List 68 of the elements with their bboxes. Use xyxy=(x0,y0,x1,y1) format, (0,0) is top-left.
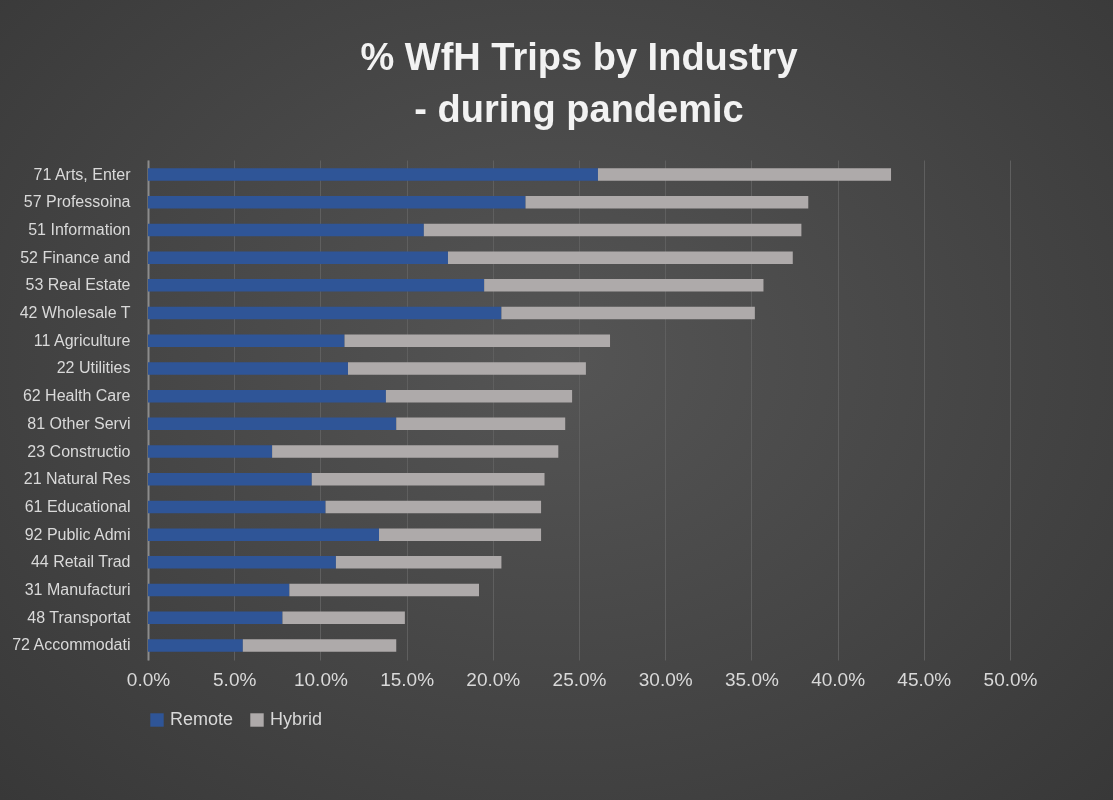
x-tick-label: 5.0% xyxy=(213,668,257,690)
bar xyxy=(148,223,424,237)
x-tick-label: 0.0% xyxy=(126,668,171,690)
x-tick-label: 30.0% xyxy=(638,668,693,690)
x-tick-label: 45.0% xyxy=(897,668,952,690)
y-tick-label: 52 Finance and xyxy=(20,248,131,266)
bar xyxy=(148,196,526,209)
x-tick-label: 25.0% xyxy=(552,668,607,690)
y-tick-label: 42 Wholesale T xyxy=(19,304,131,322)
y-tick-label: 44 Retail Trad xyxy=(30,553,131,571)
bar xyxy=(148,611,283,624)
bar xyxy=(242,639,397,652)
bar xyxy=(597,168,892,181)
bar xyxy=(423,223,802,237)
x-tick-label: 35.0% xyxy=(724,668,779,690)
x-tick-label: 10.0% xyxy=(293,668,348,690)
bar xyxy=(148,362,348,375)
bar xyxy=(148,389,386,403)
x-tick-label: 50.0% xyxy=(983,668,1038,690)
y-tick-label: 51 Information xyxy=(28,220,131,238)
y-tick-label: 48 Transportat xyxy=(27,608,132,626)
bar xyxy=(379,528,542,541)
y-tick-label: 92 Public Admi xyxy=(24,525,131,543)
bar xyxy=(385,389,573,403)
bar xyxy=(396,417,566,431)
y-tick-label: 61 Educational xyxy=(24,497,131,515)
bar xyxy=(148,445,273,458)
bar xyxy=(272,445,559,458)
y-tick-label: 22 Utilities xyxy=(56,359,131,377)
y-tick-label: 81 Other Servi xyxy=(27,414,131,432)
legend-label: Hybrid xyxy=(270,709,323,729)
x-tick-label: 20.0% xyxy=(466,668,521,690)
bar xyxy=(325,500,542,514)
bar xyxy=(148,528,380,541)
y-tick-label: 72 Accommodati xyxy=(12,636,131,654)
bar xyxy=(148,251,448,264)
y-tick-label: 31 Manufacturi xyxy=(24,581,131,599)
chart-title: % WfH Trips by Industry - during pandemic xyxy=(360,36,798,130)
legend-label: Remote xyxy=(170,709,234,729)
y-tick-label: 53 Real Estate xyxy=(25,276,131,294)
y-tick-label: 21 Natural Res xyxy=(23,470,131,488)
bar xyxy=(148,500,326,514)
bar xyxy=(447,251,793,264)
bar xyxy=(148,168,598,181)
y-tick-label: 71 Arts, Enter xyxy=(33,165,132,183)
bar xyxy=(289,583,480,597)
bar xyxy=(335,556,502,569)
bar xyxy=(148,639,243,652)
y-tick-label: 23 Constructio xyxy=(27,442,131,460)
y-tick-label: 11 Agriculture xyxy=(33,331,131,349)
bar xyxy=(148,583,290,597)
bar xyxy=(525,196,809,209)
bar xyxy=(148,334,345,347)
x-tick-label: 15.0% xyxy=(380,668,435,690)
bar xyxy=(148,556,336,569)
y-tick-label: 62 Health Care xyxy=(22,387,131,405)
x-tick-label: 40.0% xyxy=(811,668,866,690)
bar xyxy=(282,611,405,624)
bar xyxy=(501,306,755,320)
bar xyxy=(347,362,586,375)
bar xyxy=(148,306,502,320)
bar xyxy=(484,279,764,292)
y-tick-label: 57 Professoina xyxy=(23,193,131,211)
bar xyxy=(148,279,485,292)
bar xyxy=(311,473,545,486)
bar xyxy=(344,334,611,347)
bar xyxy=(148,417,397,431)
bar xyxy=(148,473,312,486)
